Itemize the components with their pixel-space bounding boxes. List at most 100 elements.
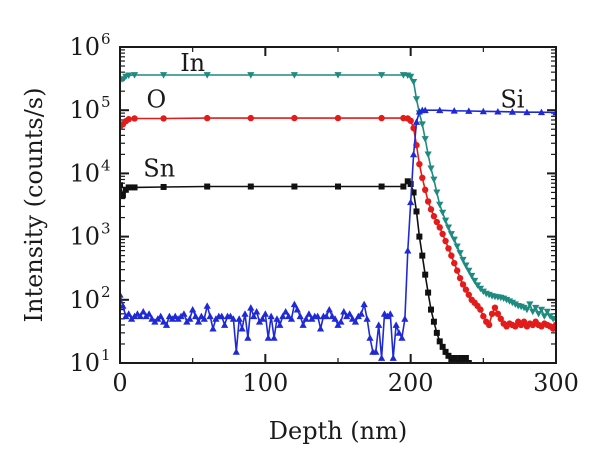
series-si-point: [421, 106, 429, 114]
series-si-point: [348, 315, 357, 322]
series-in-point: [473, 282, 482, 289]
series-o-point: [442, 237, 449, 245]
series-in-point: [412, 96, 421, 103]
series-si-point: [162, 321, 171, 328]
series-sn-point: [120, 192, 126, 199]
series-si-point: [375, 321, 383, 328]
y-tick-label-exponent: 3: [101, 220, 111, 238]
series-in-point: [439, 209, 447, 217]
series-sn-point: [430, 318, 437, 325]
series-o-point: [436, 224, 443, 231]
series-in-point: [433, 189, 441, 197]
series-in-point: [407, 73, 415, 81]
series-si-point: [386, 310, 394, 317]
y-tick-label-base: 10: [69, 159, 100, 187]
series-si-point: [273, 315, 281, 322]
series-si-point: [157, 312, 165, 320]
series-o-point: [430, 213, 438, 220]
series-o-point: [497, 315, 504, 323]
series-o-point: [424, 198, 432, 205]
series-si-point: [125, 310, 133, 317]
series-sn-point: [204, 183, 211, 190]
series-si-point: [340, 308, 348, 315]
series-si-point: [218, 312, 226, 320]
series-in-point: [540, 313, 548, 320]
series-si-point: [401, 315, 409, 322]
series-o-point: [520, 318, 528, 325]
series-si-point: [302, 315, 310, 322]
y-tick-label: 10 2: [69, 283, 110, 314]
plot-frame: [119, 46, 557, 364]
series-layer: [120, 72, 556, 363]
series-si-point: [238, 325, 246, 332]
y-tick-label-exponent: 2: [101, 283, 111, 301]
y-tick-label-base: 10: [69, 349, 100, 377]
series-sn-point: [433, 329, 440, 336]
series-in-point: [421, 136, 429, 143]
series-in-point: [436, 201, 444, 209]
series-si-point: [325, 305, 333, 313]
series-si-point: [389, 354, 397, 361]
series-in-point: [447, 231, 455, 238]
series-si-point: [296, 312, 304, 320]
series-si-point: [378, 354, 386, 361]
y-axis-title: Intensity (counts/s): [20, 88, 48, 323]
series-si-point: [241, 310, 249, 317]
series-si-point: [191, 312, 200, 320]
series-o-point: [439, 230, 446, 238]
y-tick-label: 10 3: [69, 220, 110, 251]
series-si-point: [221, 321, 229, 328]
series-si-point: [282, 308, 290, 315]
series-in-point: [471, 277, 479, 285]
series-si-point: [186, 315, 194, 322]
y-tick-label-exponent: 4: [101, 156, 111, 174]
series-si-point: [537, 108, 546, 116]
x-tick-labels: 0 100 200 300: [112, 369, 579, 397]
series-in-point: [247, 72, 255, 79]
series-o-point: [407, 117, 414, 124]
series-label-si: Si: [500, 86, 524, 114]
series-si-point: [209, 325, 217, 332]
series-sn-point: [425, 289, 432, 296]
series-o-point: [465, 291, 472, 298]
series-si-point: [299, 321, 307, 328]
series-o-point: [453, 267, 461, 274]
series-in-point: [532, 304, 540, 312]
x-tick-label: 100: [242, 369, 288, 397]
y-tick-label-base: 10: [69, 96, 100, 124]
series-si-point: [351, 318, 360, 325]
series-si-point: [279, 312, 287, 320]
series-sn-point: [120, 182, 123, 189]
series-si-point: [290, 300, 298, 308]
series-si-point: [366, 334, 374, 341]
y-tick-label: 10 4: [69, 156, 110, 187]
y-tick-label: 10 6: [69, 30, 110, 61]
x-tick-label: 200: [388, 369, 434, 397]
y-tick-label: 10 5: [69, 93, 110, 124]
series-sn-point: [160, 183, 167, 190]
series-o-point: [334, 114, 342, 122]
series-si-point: [412, 118, 421, 125]
series-sn-point: [407, 180, 414, 187]
series-si-point: [270, 334, 278, 341]
series-si-point: [180, 310, 188, 317]
series-si-point: [305, 310, 313, 317]
series-si-point: [247, 304, 255, 311]
series-si-point: [194, 318, 203, 325]
series-sn-point: [462, 354, 469, 361]
series-in-point: [427, 165, 435, 172]
series-si-point: [261, 310, 269, 317]
y-tick-label: 10 1: [69, 346, 110, 377]
series-si-point: [229, 315, 237, 322]
series-o-point: [480, 313, 487, 320]
series-si-point: [372, 348, 380, 355]
series-si-point: [206, 312, 214, 320]
series-in-point: [526, 301, 534, 308]
series-in-point: [459, 256, 467, 264]
series-o-point: [427, 206, 435, 213]
y-tick-label-base: 10: [69, 286, 100, 314]
series-si-point: [322, 312, 330, 320]
series-in-point: [453, 243, 461, 250]
series-si-point: [363, 315, 371, 322]
